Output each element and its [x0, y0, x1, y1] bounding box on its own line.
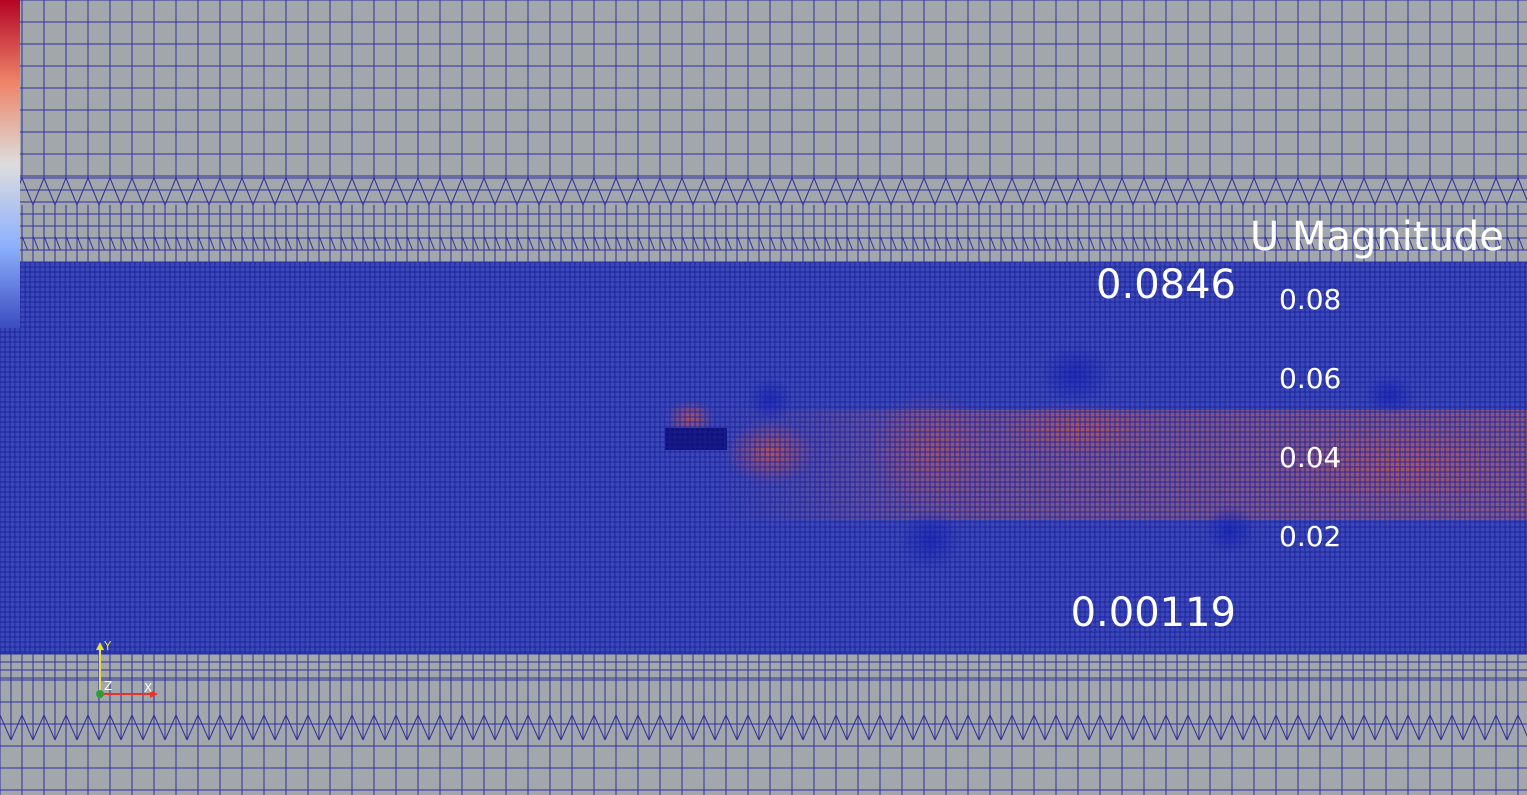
legend-title: U Magnitude — [1250, 214, 1504, 260]
orientation-axes: Y X Z — [86, 638, 162, 704]
y-axis-label: Y — [104, 639, 112, 653]
y-axis-arrow — [96, 642, 104, 650]
colorbar-tick-label: 0.08 — [1279, 283, 1342, 316]
legend-range-max: 0.0846 — [1096, 262, 1236, 308]
x-axis-label: X — [144, 681, 153, 695]
legend-range-min: 0.00119 — [1070, 590, 1236, 636]
colorbar[interactable] — [0, 0, 20, 328]
z-axis-dot — [96, 690, 104, 698]
z-axis-label: Z — [104, 679, 113, 693]
colorbar-tick-label: 0.06 — [1279, 362, 1342, 395]
colorbar-tick-label: 0.04 — [1279, 441, 1342, 474]
x-axis-arrow — [150, 690, 158, 698]
colorbar-tick-label: 0.02 — [1279, 520, 1342, 553]
